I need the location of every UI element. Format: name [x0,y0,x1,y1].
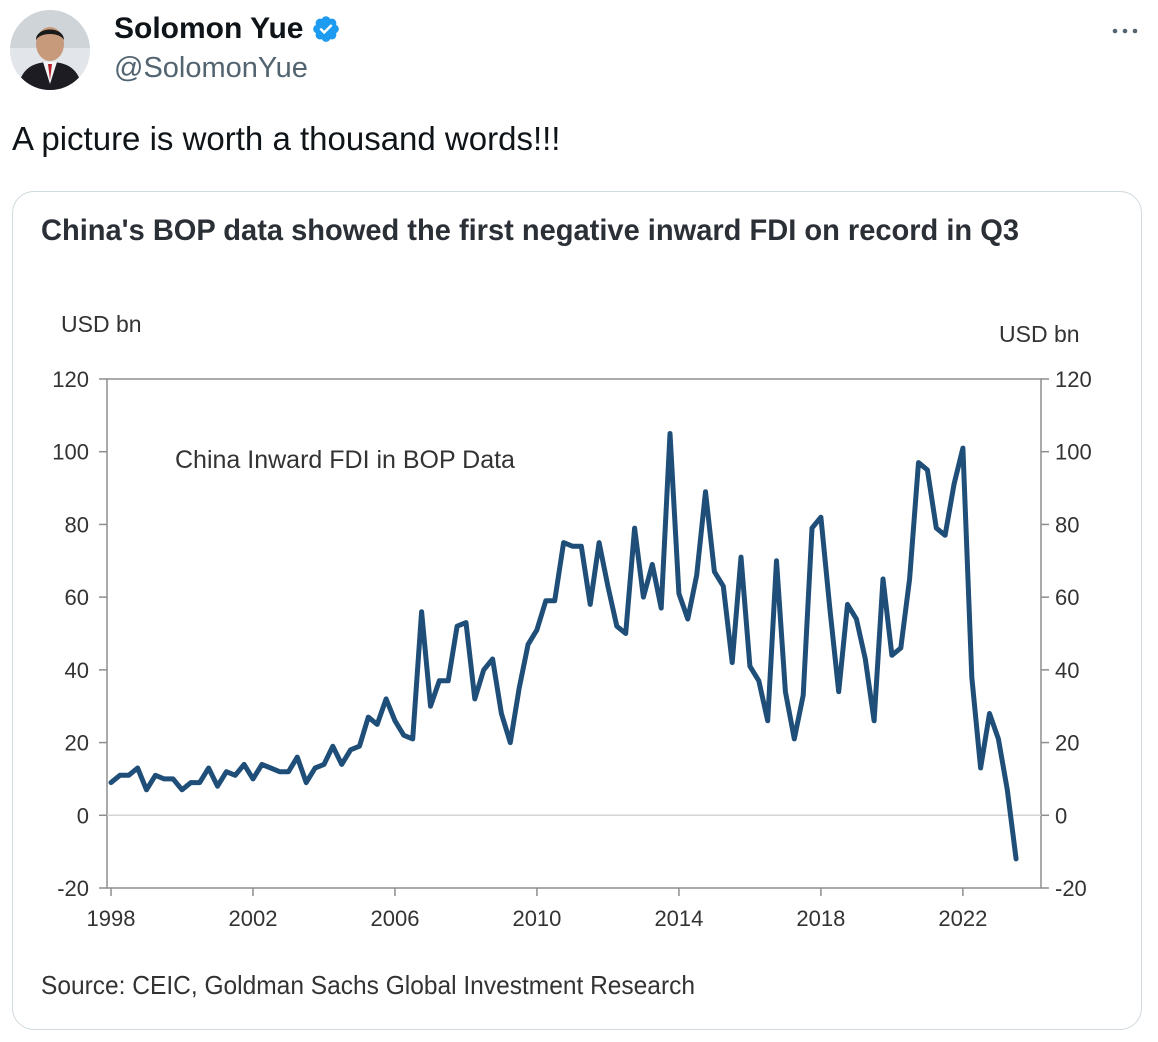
series-label: China Inward FDI in BOP Data [175,446,515,474]
plot-frame [106,378,1042,889]
x-tick-label: 2002 [229,906,278,931]
y-tick-label-right: 40 [1055,658,1079,683]
x-tick-label: 2006 [370,906,419,931]
chart-source: Source: CEIC, Goldman Sachs Global Inves… [41,970,695,1000]
y-axis-label-right: USD bn [999,321,1080,347]
y-tick-label-right: 60 [1055,585,1079,610]
x-tick-label: 1998 [87,906,136,931]
x-tick-label: 2010 [512,906,561,931]
tweet-media[interactable]: China's BOP data showed the first negati… [12,191,1142,1030]
verified-badge-icon [313,16,340,42]
y-tick-label-right: 120 [1055,367,1092,392]
y-tick-label-left: 40 [65,658,89,683]
series-line-china-inward-fdi [108,431,1019,862]
y-tick-label-right: 0 [1055,803,1067,828]
y-tick-label-left: 0 [77,803,89,828]
y-tick-label-left: 60 [65,585,89,610]
y-tick-label-left: 80 [65,512,89,537]
x-tick-label: 2014 [654,906,703,931]
y-tick-label-right: -20 [1055,876,1087,901]
y-tick-label-left: -20 [57,876,89,901]
y-tick-label-left: 20 [65,731,89,756]
fdi-line-chart: China's BOP data showed the first negati… [41,214,1092,1000]
avatar-photo [10,10,90,90]
y-tick-label-right: 100 [1055,440,1092,465]
avatar[interactable] [10,10,90,90]
x-tick-label: 2022 [938,906,987,931]
author-name-row[interactable]: Solomon Yue [114,12,341,46]
y-tick-label-right: 20 [1055,731,1079,756]
author-handle[interactable]: @SolomonYue [114,52,308,84]
y-tick-label-left: 100 [52,440,89,465]
tweet-text: A picture is worth a thousand words!!! [12,120,561,157]
y-tick-label-right: 80 [1055,512,1079,537]
y-axis-label-left: USD bn [61,311,142,337]
y-tick-label-left: 120 [52,367,89,392]
more-horizontal-icon[interactable] [1108,14,1142,48]
chart-title: China's BOP data showed the first negati… [41,214,1019,247]
author-name[interactable]: Solomon Yue [114,12,304,45]
x-tick-label: 2018 [796,906,845,931]
